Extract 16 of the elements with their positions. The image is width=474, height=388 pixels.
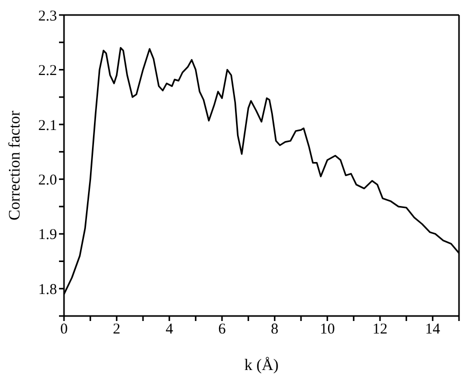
x-tick-label: 6 xyxy=(218,322,226,338)
x-tick-label: 2 xyxy=(112,322,120,338)
y-axis-title: Correction factor xyxy=(6,110,24,220)
x-axis-title: k (Å) xyxy=(244,356,279,374)
x-tick-label: 12 xyxy=(372,322,388,338)
x-tick-label: 8 xyxy=(270,322,278,338)
y-tick-label: 2.0 xyxy=(38,172,57,189)
y-tick-label: 2.2 xyxy=(38,63,57,80)
y-tick-label: 1.9 xyxy=(38,227,57,244)
x-tick-label: 14 xyxy=(425,322,441,338)
y-tick-label: 2.3 xyxy=(38,8,57,24)
y-tick-label: 2.1 xyxy=(38,118,57,134)
x-tick-label: 10 xyxy=(320,322,335,338)
x-tick-label: 4 xyxy=(166,322,174,338)
x-tick-label: 0 xyxy=(60,322,68,338)
y-tick-label: 1.8 xyxy=(38,282,57,298)
